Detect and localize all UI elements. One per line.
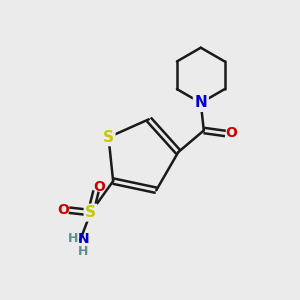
Text: S: S xyxy=(103,130,114,145)
Text: O: O xyxy=(58,203,70,217)
Text: H: H xyxy=(68,232,78,245)
Text: O: O xyxy=(226,127,237,140)
Text: S: S xyxy=(85,205,96,220)
Text: N: N xyxy=(194,95,207,110)
Text: N: N xyxy=(194,95,207,110)
Text: H: H xyxy=(78,245,88,258)
Text: O: O xyxy=(94,180,106,194)
Text: N: N xyxy=(77,232,89,246)
